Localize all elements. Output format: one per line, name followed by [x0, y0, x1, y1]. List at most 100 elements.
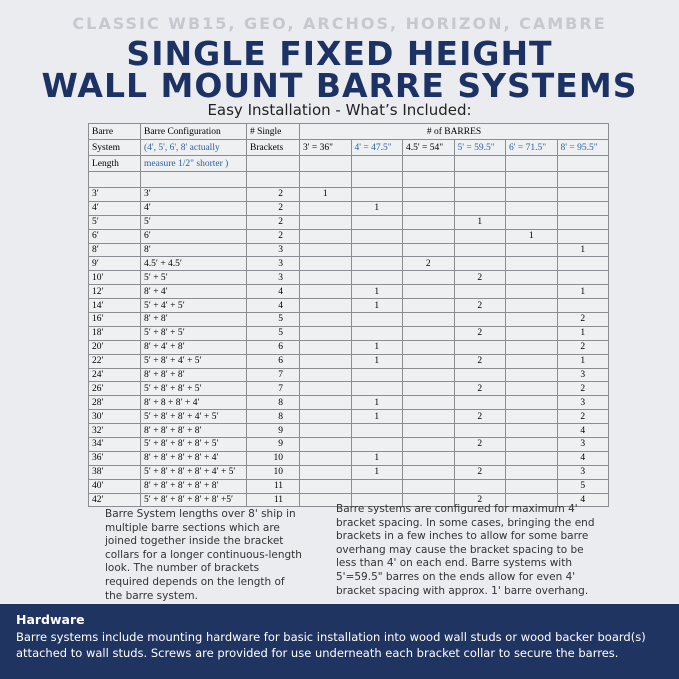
table-cell: 9′	[88, 256, 141, 272]
data-row: 20′ 8′ + 4′ + 8′ 6 1 2	[88, 339, 609, 355]
table-cell	[299, 437, 352, 452]
table-cell	[299, 284, 352, 300]
table-cell	[299, 155, 352, 172]
data-row: 40′ 8′ + 8′ + 8′ + 8′ + 8′ 11 5	[88, 478, 609, 494]
table-cell	[299, 395, 352, 411]
table-cell: 2	[453, 409, 506, 425]
table-cell: Barre Configuration	[140, 123, 247, 140]
table-cell	[299, 409, 352, 425]
table-cell	[453, 423, 506, 439]
table-cell: 42′	[88, 492, 141, 508]
table-cell: 1	[299, 187, 352, 202]
table-cell: 4′	[88, 200, 141, 216]
table-cell	[299, 478, 352, 494]
table-cell	[505, 423, 558, 439]
table-cell	[299, 270, 352, 286]
table-cell: 2	[453, 437, 506, 452]
table-cell: 8	[246, 409, 300, 425]
table-cell	[350, 325, 403, 341]
table-cell	[299, 367, 352, 383]
table-cell: 12′	[88, 284, 141, 300]
table-cell: 5′ + 8′ + 4′ + 5′	[140, 353, 247, 369]
table-cell	[350, 381, 403, 397]
spacer-row	[88, 171, 609, 188]
table-cell: 38′	[88, 464, 141, 480]
table-cell: 1	[453, 214, 506, 230]
table-cell: 2	[246, 187, 300, 202]
table-cell	[556, 214, 609, 230]
table-cell: 4	[556, 492, 609, 508]
data-row: 38′ 5′ + 8′ + 8′ + 8′ + 4′ + 5′ 10 1 2 3	[88, 464, 609, 480]
table-cell: measure 1/2" shorter )	[140, 155, 247, 172]
table-cell	[505, 284, 558, 300]
table-cell: 1	[350, 450, 403, 466]
table-cell: 1	[505, 228, 558, 244]
table-cell	[402, 339, 455, 355]
table-cell: 1	[350, 353, 403, 369]
table-cell: 5′ + 4′ + 5′	[140, 298, 247, 314]
table-cell	[556, 256, 609, 272]
table-cell: 2	[246, 200, 300, 216]
table-cell: 3	[556, 437, 609, 452]
table-cell: 2	[246, 228, 300, 244]
data-row: 16′ 8′ + 8′ 5 2	[88, 312, 609, 327]
table-cell	[402, 298, 455, 314]
table-cell: 2	[556, 381, 609, 397]
table-cell: 4	[246, 284, 300, 300]
table-cell: 3' = 36"	[299, 139, 352, 156]
table-cell	[402, 381, 455, 397]
table-cell: 34′	[88, 437, 141, 452]
table-cell: 2	[556, 339, 609, 355]
table-cell: 11	[246, 478, 300, 494]
table-cell: 2	[556, 409, 609, 425]
table-cell	[453, 171, 506, 188]
table-cell	[505, 409, 558, 425]
table-cell	[402, 312, 455, 327]
table-cell	[402, 423, 455, 439]
table-cell: 4	[246, 298, 300, 314]
table-cell	[402, 437, 455, 452]
table-cell: 3	[246, 256, 300, 272]
data-row: 14′ 5′ + 4′ + 5′ 4 1 2	[88, 298, 609, 314]
table-cell	[402, 284, 455, 300]
footer-heading: Hardware	[16, 612, 85, 627]
table-cell	[246, 155, 300, 172]
table-cell: 7	[246, 367, 300, 383]
table-cell	[505, 437, 558, 452]
table-cell: 8′ + 8′ + 8′ + 8′ + 4′	[140, 450, 247, 466]
table-cell: 4′	[140, 200, 247, 216]
table-cell: 5′ + 8′ + 8′ + 5′	[140, 381, 247, 397]
table-cell: 2	[453, 381, 506, 397]
table-cell: 5	[246, 325, 300, 341]
table-cell: 4	[556, 450, 609, 466]
table-cell: 10	[246, 450, 300, 466]
table-cell	[505, 256, 558, 272]
data-row: 18′ 5′ + 8′ + 5′ 5 2 1	[88, 325, 609, 341]
table-cell	[402, 187, 455, 202]
table-cell	[453, 312, 506, 327]
table-cell: 3′	[140, 187, 247, 202]
table-cell	[402, 171, 455, 188]
table-cell: 4.5' = 54"	[402, 139, 455, 156]
table-cell	[350, 478, 403, 494]
table-cell	[402, 367, 455, 383]
table-cell: 6′	[140, 228, 247, 244]
table-cell	[556, 270, 609, 286]
subtitle: Easy Installation - What’s Included:	[207, 101, 472, 119]
table-cell	[453, 228, 506, 244]
table-cell: 1	[350, 200, 403, 216]
data-row: 26′ 5′ + 8′ + 8′ + 5′ 7 2 2	[88, 381, 609, 397]
table-cell	[350, 171, 403, 188]
table-cell: 3	[246, 242, 300, 258]
table-cell	[505, 325, 558, 341]
header-row: System (4', 5', 6', 8' actually Brackets 3'…	[88, 139, 609, 156]
table-cell: 40′	[88, 478, 141, 494]
table-cell: 2	[453, 270, 506, 286]
table-cell: 3	[556, 464, 609, 480]
table-cell	[299, 339, 352, 355]
data-row: 3′ 3′ 2 1	[88, 187, 609, 202]
table-cell: 2	[453, 353, 506, 369]
table-cell	[505, 395, 558, 411]
table-cell	[505, 367, 558, 383]
